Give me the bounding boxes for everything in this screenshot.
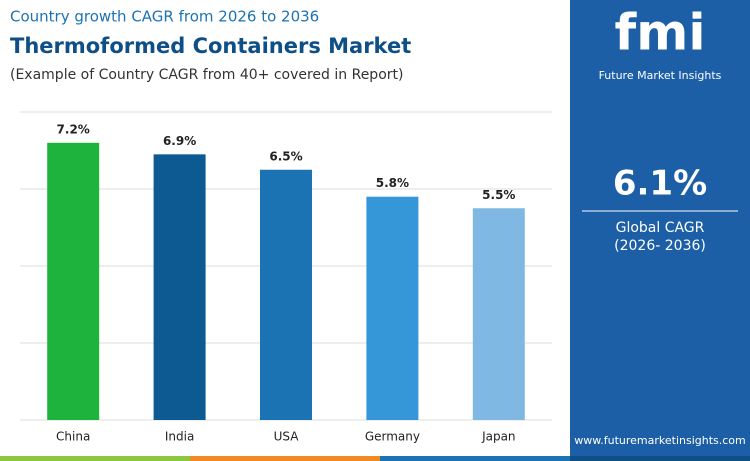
side-panel [570, 0, 750, 461]
chart-subtitle: Country growth CAGR from 2026 to 2036 [10, 8, 319, 26]
global-label: Global CAGR [616, 220, 705, 236]
bar [366, 196, 419, 420]
bar [153, 154, 206, 420]
x-tick-label: China [56, 430, 90, 444]
value-label: 5.8% [376, 176, 409, 190]
x-tick-label: India [165, 430, 194, 444]
brand: Future Market Insights [599, 69, 722, 82]
strip [0, 456, 190, 461]
bar [260, 169, 312, 420]
value-label: 6.5% [269, 149, 302, 163]
chart-note: (Example of Country CAGR from 40+ covere… [10, 67, 403, 83]
chart-title: Thermoformed Containers Market [10, 34, 411, 58]
value-label: 5.5% [482, 188, 515, 202]
url: www.futuremarketinsights.com [574, 434, 746, 447]
value-label: 6.9% [163, 134, 196, 148]
strip [570, 456, 750, 461]
bar [47, 142, 100, 421]
strip [190, 456, 380, 461]
bar [472, 208, 525, 420]
x-tick-label: USA [274, 430, 300, 444]
x-tick-label: Germany [365, 430, 420, 444]
global-period: (2026- 2036) [614, 238, 706, 254]
global-value: 6.1% [613, 164, 707, 204]
logo: fmi [615, 4, 706, 62]
strip [380, 456, 570, 461]
value-label: 7.2% [57, 122, 90, 136]
x-tick-label: Japan [481, 430, 515, 444]
